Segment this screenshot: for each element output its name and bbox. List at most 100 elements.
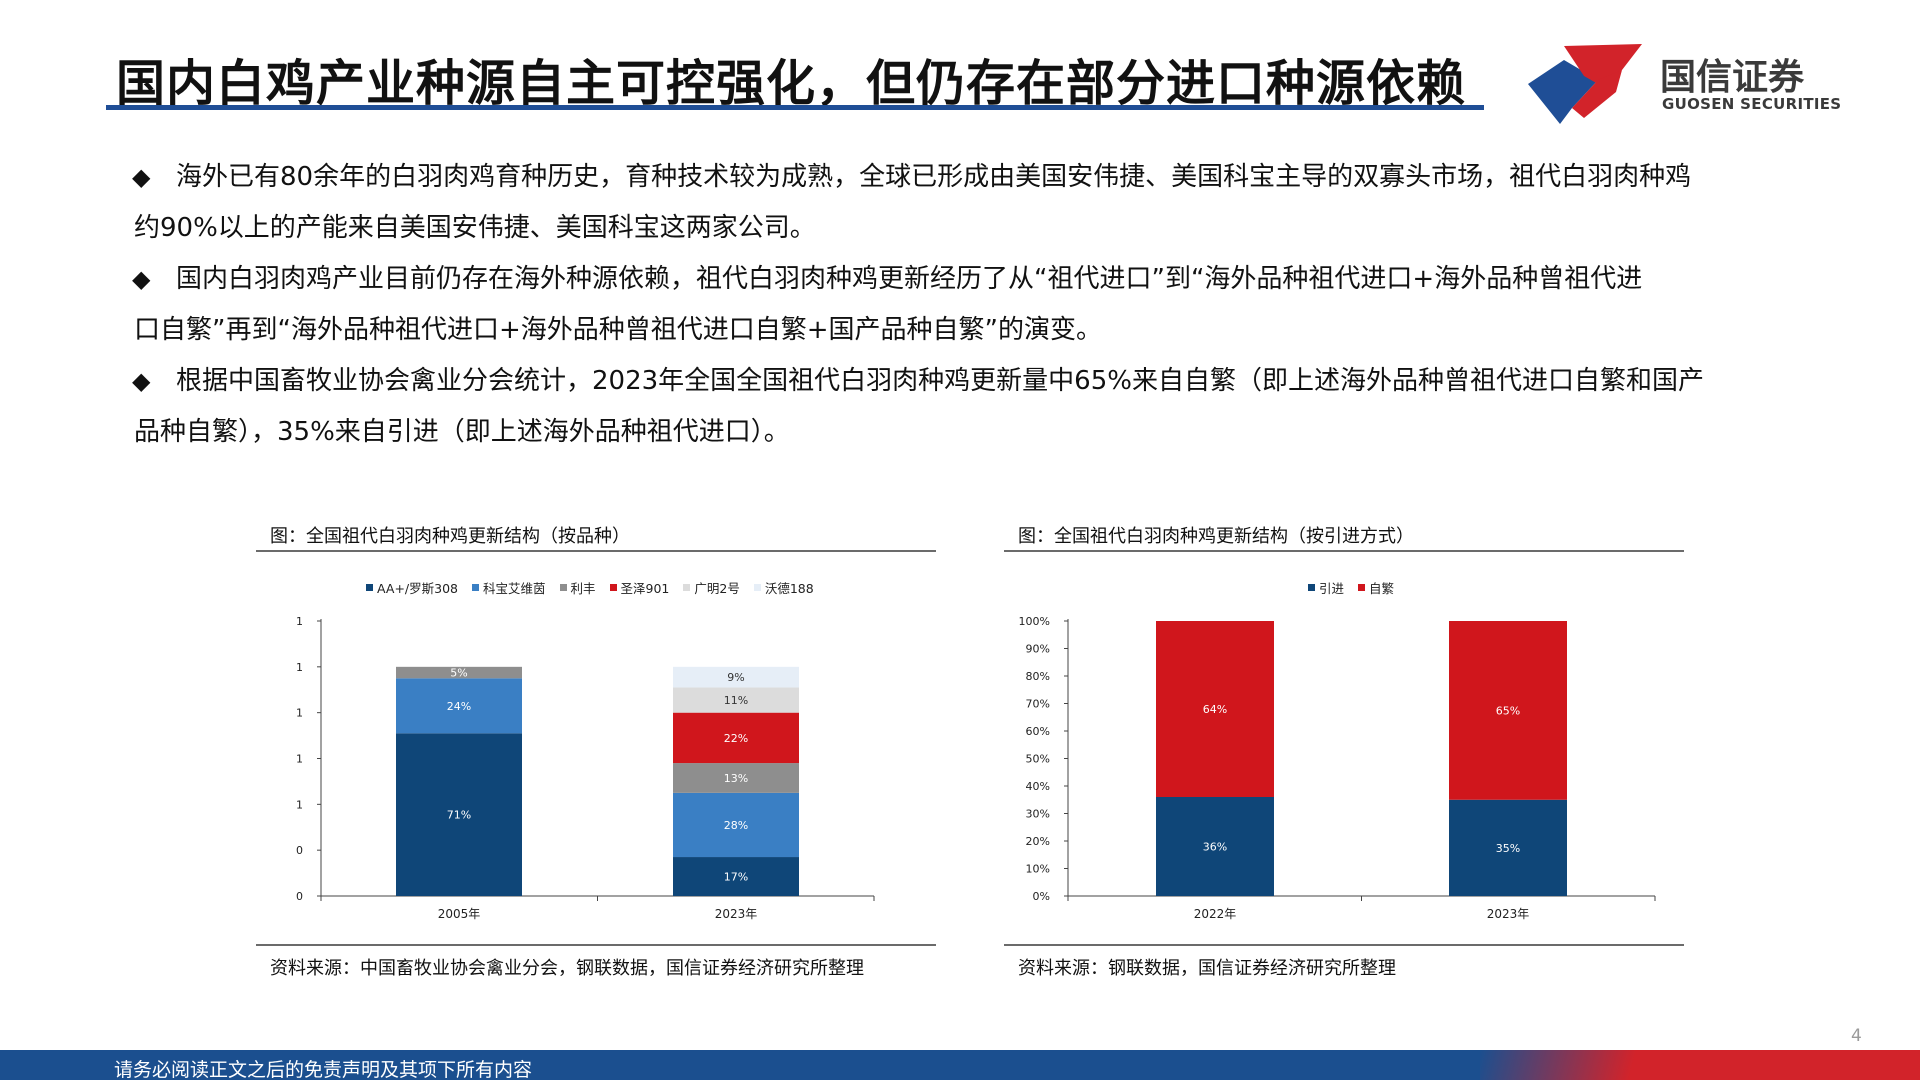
bullet-item: ◆ 国内白羽肉鸡产业目前仍存在海外种源依赖，祖代白羽肉种鸡更新经历了从“祖代进口… — [132, 254, 1812, 356]
left-chart-top-rule — [256, 550, 936, 552]
right-x-tick-label: 2023年 — [1487, 907, 1530, 921]
left-data-label: 17% — [724, 871, 748, 884]
left-y-tick-label: 0 — [296, 890, 303, 903]
right-data-label: 36% — [1203, 841, 1227, 854]
left-data-label: 9% — [727, 671, 744, 684]
page-number: 4 — [1851, 1026, 1862, 1046]
legend-swatch — [1358, 584, 1366, 591]
guosen-logo-icon — [1528, 44, 1642, 124]
right-bar-segment — [1449, 621, 1567, 800]
bullet-item: ◆ 海外已有80余年的白羽肉鸡育种历史，育种技术较为成熟，全球已形成由美国安伟捷… — [132, 152, 1812, 254]
logo-english-name: GUOSEN SECURITIES — [1662, 95, 1842, 113]
legend-label: 利丰 — [570, 581, 596, 596]
legend-item: 圣泽901 — [609, 578, 670, 597]
left-bar-segment — [396, 733, 522, 896]
legend-label: 自繁 — [1369, 581, 1395, 596]
legend-swatch — [683, 584, 691, 591]
right-y-tick-label: 20% — [1026, 835, 1050, 848]
right-y-tick-label: 30% — [1026, 808, 1050, 821]
right-y-tick-label: 90% — [1026, 643, 1050, 656]
right-x-tick-label: 2022年 — [1194, 907, 1237, 921]
left-data-label: 11% — [724, 694, 748, 707]
left-y-tick-label: 0 — [296, 844, 303, 857]
left-data-label: 71% — [447, 809, 471, 822]
diamond-bullet-icon: ◆ — [132, 163, 151, 191]
left-y-tick-label: 1 — [296, 707, 303, 720]
left-bar-segment — [396, 678, 522, 734]
legend-label: 广明2号 — [694, 581, 740, 596]
bullet-text-line1: 根据中国畜牧业协会禽业分会统计，2023年全国全国祖代白羽肉种鸡更新量中65%来… — [176, 366, 1704, 396]
left-data-label: 22% — [724, 732, 748, 745]
right-data-label: 65% — [1496, 704, 1520, 717]
diamond-bullet-icon: ◆ — [132, 265, 151, 293]
legend-label: 圣泽901 — [620, 581, 670, 596]
title-underline — [106, 105, 1484, 110]
left-chart-source: 资料来源：中国畜牧业协会禽业分会，钢联数据，国信证券经济研究所整理 — [270, 958, 864, 979]
left-data-label: 5% — [450, 667, 467, 680]
left-bar-segment — [396, 666, 522, 679]
legend-swatch — [559, 584, 567, 591]
left-chart-legend: AA+/罗斯308 科宝艾维茵 利丰 圣泽901 广明2号 沃德188 — [366, 578, 814, 597]
left-x-tick-label: 2023年 — [715, 907, 758, 921]
right-y-tick-label: 100% — [1019, 615, 1050, 628]
left-chart-bottom-rule — [256, 944, 936, 946]
legend-label: 科宝艾维茵 — [483, 581, 546, 596]
left-bar-segment — [673, 792, 799, 858]
legend-item: 沃德188 — [753, 578, 814, 597]
legend-item: 广明2号 — [683, 578, 740, 597]
left-data-label: 13% — [724, 772, 748, 785]
right-y-tick-label: 0% — [1033, 890, 1050, 903]
bullet-text-line2: 口自繁”再到“海外品种祖代进口+海外品种曾祖代进口自繁+国产品种自繁”的演变。 — [134, 315, 1102, 345]
right-y-tick-label: 10% — [1026, 863, 1050, 876]
right-y-tick-label: 70% — [1026, 698, 1050, 711]
legend-swatch — [366, 584, 373, 591]
legend-item: 利丰 — [559, 578, 596, 597]
legend-swatch — [753, 584, 761, 591]
left-y-tick-label: 1 — [296, 661, 303, 674]
left-y-tick-label: 1 — [296, 753, 303, 766]
bullet-list: ◆ 海外已有80余年的白羽肉鸡育种历史，育种技术较为成熟，全球已形成由美国安伟捷… — [132, 152, 1812, 458]
right-chart-top-rule — [1004, 550, 1684, 552]
right-chart-legend: 引进 自繁 — [1308, 578, 1394, 597]
left-chart-caption: 图：全国祖代白羽肉种鸡更新结构（按品种） — [270, 526, 630, 547]
left-bar-segment — [673, 666, 799, 688]
right-bar-segment — [1156, 797, 1274, 896]
legend-item: 科宝艾维茵 — [472, 578, 546, 597]
logo-chinese-name: 国信证券 — [1660, 57, 1805, 98]
right-data-label: 64% — [1203, 703, 1227, 716]
right-bar-segment — [1449, 799, 1567, 896]
legend-swatch — [609, 584, 617, 591]
right-bar-segment — [1156, 621, 1274, 797]
legend-label: 引进 — [1319, 581, 1345, 596]
left-bar-segment — [673, 687, 799, 713]
bullet-text-line2: 品种自繁），35%来自引进（即上述海外品种祖代进口）。 — [134, 417, 790, 447]
right-y-tick-label: 50% — [1026, 753, 1050, 766]
left-y-tick-label: 1 — [296, 615, 303, 628]
left-x-tick-label: 2005年 — [438, 907, 481, 921]
footer-disclaimer: 请务必阅读正文之后的免责声明及其项下所有内容 — [114, 1059, 533, 1081]
legend-swatch — [1308, 584, 1315, 591]
diamond-bullet-icon: ◆ — [132, 367, 151, 395]
legend-label: 沃德188 — [764, 581, 814, 596]
left-data-label: 28% — [724, 819, 748, 832]
legend-item: 引进 — [1308, 578, 1344, 597]
right-chart-source: 资料来源：钢联数据，国信证券经济研究所整理 — [1018, 958, 1396, 979]
footer-red-accent — [1480, 1050, 1920, 1080]
bullet-text-line1: 国内白羽肉鸡产业目前仍存在海外种源依赖，祖代白羽肉种鸡更新经历了从“祖代进口”到… — [176, 264, 1643, 294]
bullet-item: ◆ 根据中国畜牧业协会禽业分会统计，2023年全国全国祖代白羽肉种鸡更新量中65… — [132, 356, 1812, 458]
left-data-label: 24% — [447, 700, 471, 713]
right-y-tick-label: 60% — [1026, 725, 1050, 738]
right-chart-caption: 图：全国祖代白羽肉种鸡更新结构（按引进方式） — [1018, 526, 1414, 547]
right-data-label: 35% — [1496, 842, 1520, 855]
left-bar-segment — [673, 857, 799, 896]
bullet-text-line1: 海外已有80余年的白羽肉鸡育种历史，育种技术较为成熟，全球已形成由美国安伟捷、美… — [176, 162, 1692, 192]
left-y-tick-label: 1 — [296, 798, 303, 811]
right-y-tick-label: 80% — [1026, 670, 1050, 683]
legend-label: AA+/罗斯308 — [377, 581, 458, 596]
legend-item: AA+/罗斯308 — [366, 578, 458, 597]
legend-item: 自繁 — [1358, 578, 1394, 597]
right-chart-bottom-rule — [1004, 944, 1684, 946]
left-bar-segment — [673, 712, 799, 764]
legend-swatch — [472, 584, 479, 591]
